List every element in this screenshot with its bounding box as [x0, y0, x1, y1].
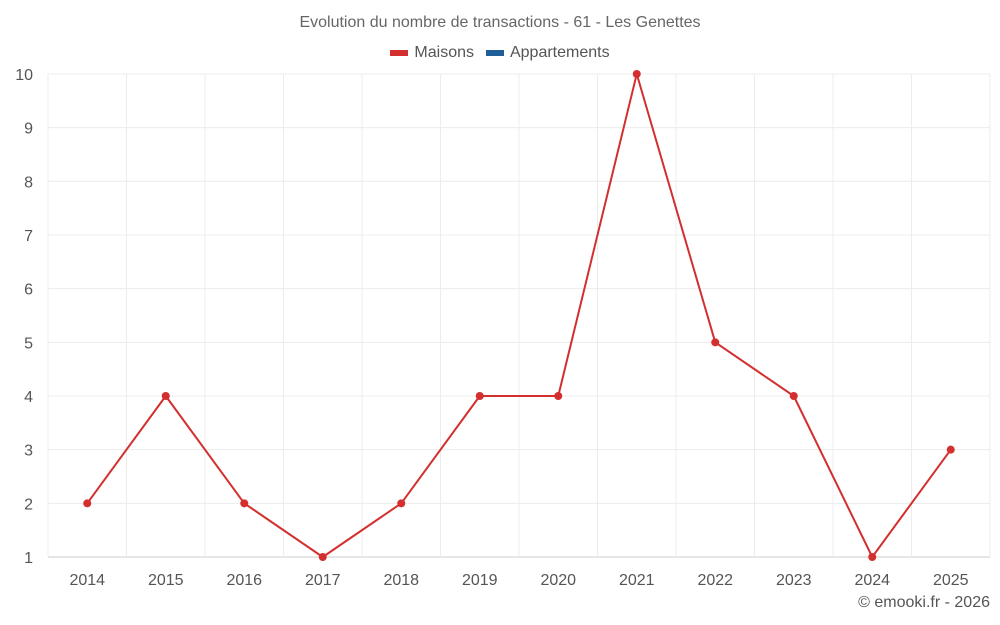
y-tick-label: 8 — [24, 174, 33, 191]
copyright-text: © emooki.fr - 2026 — [858, 594, 990, 611]
y-tick-label: 10 — [15, 67, 33, 84]
x-tick-label: 2023 — [776, 572, 812, 589]
x-tick-label: 2015 — [148, 572, 184, 589]
x-tick-label: 2025 — [933, 572, 969, 589]
data-point — [946, 445, 955, 454]
chart-title: Evolution du nombre de transactions - 61… — [299, 14, 701, 31]
data-point — [161, 392, 170, 400]
data-point — [83, 499, 92, 508]
data-point — [632, 70, 641, 78]
x-tick-label: 2017 — [305, 572, 341, 589]
y-tick-label: 3 — [24, 443, 33, 460]
x-tick-label: 2022 — [697, 572, 733, 589]
y-tick-label: 5 — [24, 335, 33, 352]
x-tick-label: 2019 — [462, 572, 498, 589]
x-tick-label: 2024 — [854, 572, 890, 589]
x-tick-label: 2018 — [383, 572, 419, 589]
y-tick-label: 2 — [24, 496, 33, 513]
y-tick-label: 9 — [24, 121, 33, 138]
data-point — [789, 392, 798, 400]
legend-item-appartements[interactable]: Appartements — [485, 44, 610, 62]
data-point — [711, 338, 720, 347]
legend-label-appartements: Appartements — [509, 44, 610, 61]
data-point — [554, 392, 563, 400]
data-point — [397, 499, 406, 508]
legend-swatch-maisons — [390, 50, 409, 56]
legend-item-maisons[interactable]: Maisons — [390, 44, 474, 62]
y-tick-label: 4 — [24, 389, 33, 406]
y-tick-label: 6 — [24, 282, 33, 299]
x-tick-label: 2014 — [69, 572, 105, 589]
data-point — [475, 392, 484, 400]
data-point — [318, 553, 327, 561]
legend-swatch-appartements — [485, 50, 504, 56]
series-line-maisons — [86, 73, 952, 558]
data-point — [240, 499, 249, 508]
x-tick-label: 2021 — [619, 572, 655, 589]
y-tick-label: 1 — [24, 550, 33, 567]
legend: Maisons Appartements — [0, 44, 1000, 62]
legend-label-maisons: Maisons — [414, 44, 474, 61]
x-tick-label: 2016 — [226, 572, 262, 589]
x-tick-label: 2020 — [540, 572, 576, 589]
y-tick-label: 7 — [24, 228, 33, 245]
data-point — [868, 553, 877, 561]
